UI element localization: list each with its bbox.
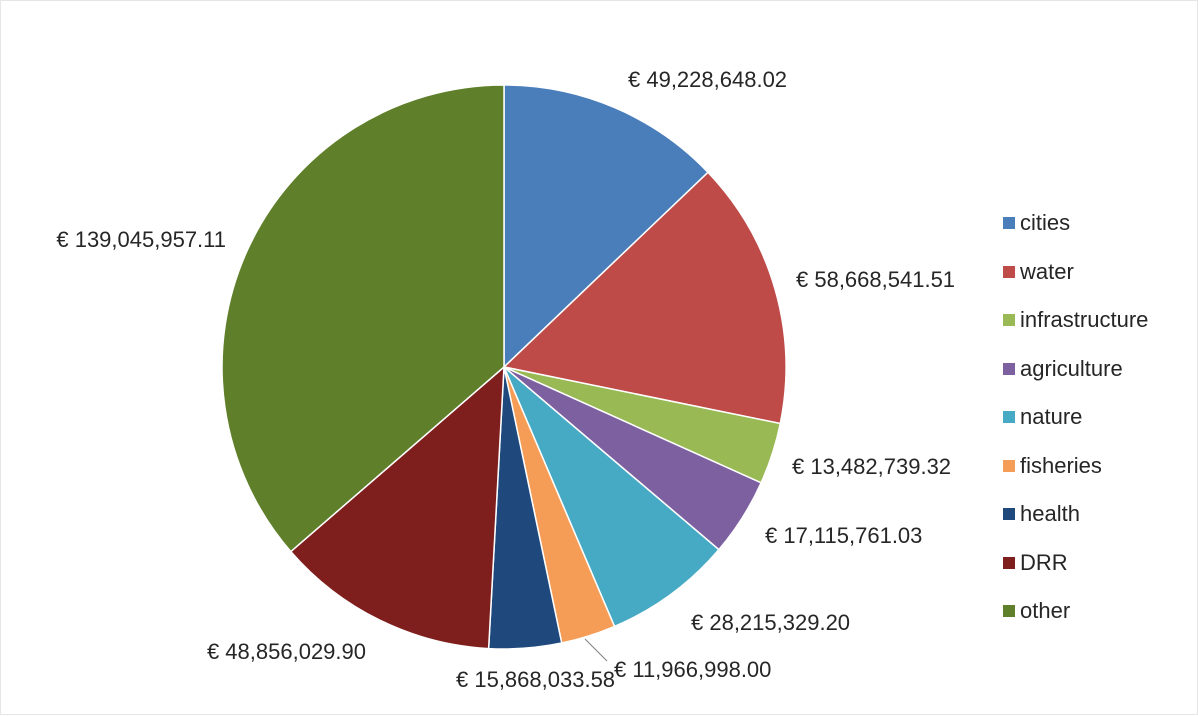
legend-item-fisheries: fisheries xyxy=(1003,442,1193,491)
pie-slice-nature xyxy=(503,366,720,628)
legend-label-cities: cities xyxy=(1020,210,1071,236)
leader-lines xyxy=(584,638,608,662)
legend: cities water infrastructure agriculture natu… xyxy=(1003,199,1193,636)
legend-item-agriculture: agriculture xyxy=(1003,345,1193,394)
data-label-water: € 58,668,541.51 xyxy=(796,267,955,292)
legend-item-health: health xyxy=(1003,490,1193,539)
pie-slice-other xyxy=(221,84,505,553)
legend-label-infrastructure: infrastructure xyxy=(1020,307,1149,333)
legend-item-cities: cities xyxy=(1003,199,1193,248)
legend-swatch-infrastructure xyxy=(1003,314,1015,327)
legend-label-drr: DRR xyxy=(1020,549,1068,575)
legend-swatch-other xyxy=(1003,605,1015,618)
legend-swatch-fisheries xyxy=(1003,459,1015,472)
legend-swatch-drr xyxy=(1003,556,1015,569)
pie-slice-cities xyxy=(503,84,710,369)
legend-label-health: health xyxy=(1020,501,1080,527)
legend-item-water: water xyxy=(1003,248,1193,297)
legend-label-agriculture: agriculture xyxy=(1020,355,1123,381)
legend-swatch-water xyxy=(1003,265,1015,278)
data-label-health: € 15,868,033.58 xyxy=(456,667,615,692)
data-label-cities: € 49,228,648.02 xyxy=(628,67,787,92)
legend-label-other: other xyxy=(1020,598,1071,624)
legend-item-infrastructure: infrastructure xyxy=(1003,296,1193,345)
legend-label-fisheries: fisheries xyxy=(1020,452,1102,478)
legend-swatch-cities xyxy=(1003,217,1015,230)
data-label-nature: € 28,215,329.20 xyxy=(691,610,850,635)
legend-item-other: other xyxy=(1003,587,1193,636)
legend-swatch-nature xyxy=(1003,411,1015,424)
pie-slice-drr xyxy=(289,365,505,650)
legend-item-drr: DRR xyxy=(1003,539,1193,588)
legend-label-nature: nature xyxy=(1020,404,1083,430)
data-label-agriculture: € 17,115,761.03 xyxy=(765,523,922,548)
leader-line-fisheries xyxy=(584,638,608,662)
pie-slices xyxy=(221,84,787,650)
legend-item-nature: nature xyxy=(1003,393,1193,442)
legend-swatch-agriculture xyxy=(1003,362,1015,375)
data-label-other: € 139,045,957.11 xyxy=(56,227,226,252)
data-label-fisheries: € 11,966,998.00 xyxy=(614,657,771,682)
data-label-infrastructure: € 13,482,739.32 xyxy=(792,454,951,479)
data-label-drr: € 48,856,029.90 xyxy=(207,639,366,664)
pie-slice-water xyxy=(502,171,787,425)
data-labels: € 49,228,648.02 € 58,668,541.51 € 13,482,7… xyxy=(56,67,955,692)
legend-label-water: water xyxy=(1020,258,1074,284)
legend-swatch-health xyxy=(1003,508,1015,521)
